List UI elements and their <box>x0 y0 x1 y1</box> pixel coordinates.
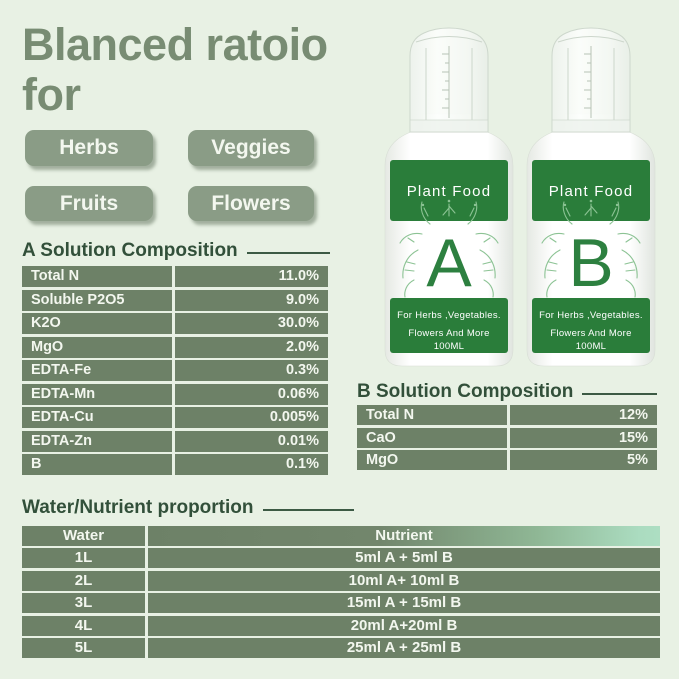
bottle-a-line1: For Herbs ,Vegetables. <box>397 310 501 321</box>
bottle-b-line2: Flowers And More <box>550 328 631 339</box>
row-value: 0.01% <box>175 430 328 452</box>
table-row: EDTA-Cu 0.005% <box>22 407 328 428</box>
row-label: MgO <box>22 336 172 358</box>
column-header-nutrient: Nutrient <box>148 526 660 546</box>
row-label: Total N <box>357 405 507 425</box>
solution-b-heading-text: B Solution Composition <box>357 381 574 402</box>
solution-a-heading: A Solution Composition <box>22 240 330 262</box>
botanical-sketch <box>399 199 499 298</box>
row-value: 9.0% <box>175 289 328 311</box>
water-cell: 3L <box>22 593 145 614</box>
badge-flowers-label: Flowers <box>211 191 291 215</box>
row-label: MgO <box>357 450 507 470</box>
row-value: 2.0% <box>175 336 328 358</box>
table-row: Total N 11.0% <box>22 266 328 287</box>
table-row: Soluble P2O5 9.0% <box>22 289 328 311</box>
proportion-table: Water Nutrient 1L 5ml A + 5ml B 2L 10ml A+… <box>22 526 660 660</box>
botanical-sketch <box>541 199 641 298</box>
water-cell: 4L <box>22 615 145 636</box>
nutrient-cell: 10ml A+ 10ml B <box>148 570 660 591</box>
badge-veggies-label: Veggies <box>211 136 291 159</box>
table-row: 1L 5ml A + 5ml B <box>22 548 660 569</box>
badge-herbs: Herbs <box>25 130 153 166</box>
water-cell: 2L <box>22 570 145 591</box>
page-title: Blanced ratoio for <box>22 19 328 121</box>
solution-a-heading-text: A Solution Composition <box>22 240 238 261</box>
table-row: EDTA-Fe 0.3% <box>22 360 328 381</box>
row-label: Soluble P2O5 <box>22 289 172 311</box>
bottle-b-brand: Plant Food <box>549 183 634 200</box>
row-value: 11.0% <box>175 266 328 287</box>
bottle-a-brand: Plant Food <box>407 183 492 200</box>
heading-rule <box>262 508 354 511</box>
page-title-line1: Blanced ratoio <box>22 19 328 70</box>
nutrient-cell: 5ml A + 5ml B <box>148 548 660 569</box>
table-row: EDTA-Mn 0.06% <box>22 383 328 405</box>
bottle-a-line3: 100ML <box>434 341 465 352</box>
bottle-b: Plant Food B For Herbs ,Vegetables. Flow… <box>526 27 656 367</box>
badge-fruits: Fruits <box>25 186 153 221</box>
row-label: EDTA-Mn <box>22 383 172 405</box>
row-value: 0.06% <box>175 383 328 405</box>
row-value: 0.1% <box>175 454 328 475</box>
nutrient-cell: 25ml A + 25ml B <box>148 637 660 658</box>
bottle-b-letter: B <box>568 225 613 301</box>
bottles-illustration: Plant Food A For Herbs ,Vegetables. Flow… <box>384 27 656 367</box>
row-label: CaO <box>357 427 507 448</box>
row-label: K2O <box>22 313 172 334</box>
table-row: MgO 2.0% <box>22 336 328 358</box>
row-label: Total N <box>22 266 172 287</box>
table-header-row: Water Nutrient <box>22 526 660 546</box>
table-row: EDTA-Zn 0.01% <box>22 430 328 452</box>
bottle-a-line2: Flowers And More <box>408 328 489 339</box>
row-value: 0.3% <box>175 360 328 381</box>
bottle-b-line3: 100ML <box>576 341 607 352</box>
row-label: EDTA-Fe <box>22 360 172 381</box>
solution-b-heading: B Solution Composition <box>357 381 657 403</box>
table-row: 3L 15ml A + 15ml B <box>22 593 660 614</box>
row-label: EDTA-Zn <box>22 430 172 452</box>
solution-a-table: Total N 11.0% Soluble P2O5 9.0% K2O 30.0% M… <box>22 266 328 478</box>
proportion-heading-text: Water/Nutrient proportion <box>22 497 254 518</box>
row-value: 12% <box>510 405 657 425</box>
heading-rule <box>246 251 330 254</box>
row-value: 0.005% <box>175 407 328 428</box>
column-header-water: Water <box>22 526 145 546</box>
row-value: 5% <box>510 450 657 470</box>
bottle-a-bottom-band <box>390 298 508 353</box>
bottle-b-line1: For Herbs ,Vegetables. <box>539 310 643 321</box>
row-label: B <box>22 454 172 475</box>
table-row: Total N 12% <box>357 405 657 425</box>
water-cell: 5L <box>22 637 145 658</box>
bottle-a-cap <box>409 27 489 133</box>
proportion-heading: Water/Nutrient proportion <box>22 497 354 519</box>
table-row: 4L 20ml A+20ml B <box>22 615 660 636</box>
bottle-a: Plant Food A For Herbs ,Vegetables. Flow… <box>384 27 514 367</box>
water-cell: 1L <box>22 548 145 569</box>
table-row: B 0.1% <box>22 454 328 475</box>
row-label: EDTA-Cu <box>22 407 172 428</box>
bottle-a-letter: A <box>426 225 472 301</box>
table-row: K2O 30.0% <box>22 313 328 334</box>
badge-fruits-label: Fruits <box>59 191 119 215</box>
table-row: MgO 5% <box>357 450 657 470</box>
row-value: 30.0% <box>175 313 328 334</box>
page-title-line2: for <box>22 69 81 121</box>
bottle-b-top-band <box>532 160 650 221</box>
bottle-b-bottom-band <box>532 298 650 353</box>
nutrient-cell: 15ml A + 15ml B <box>148 593 660 614</box>
bottle-b-cap <box>551 27 631 133</box>
badge-veggies: Veggies <box>188 130 314 166</box>
row-value: 15% <box>510 427 657 448</box>
table-row: CaO 15% <box>357 427 657 448</box>
heading-rule <box>582 392 657 395</box>
solution-b-table: Total N 12% CaO 15% MgO 5% <box>357 405 657 473</box>
table-row: 5L 25ml A + 25ml B <box>22 637 660 658</box>
bottle-a-top-band <box>390 160 508 221</box>
badge-flowers: Flowers <box>188 186 314 221</box>
nutrient-cell: 20ml A+20ml B <box>148 615 660 636</box>
badge-herbs-label: Herbs <box>59 136 119 159</box>
table-row: 2L 10ml A+ 10ml B <box>22 570 660 591</box>
